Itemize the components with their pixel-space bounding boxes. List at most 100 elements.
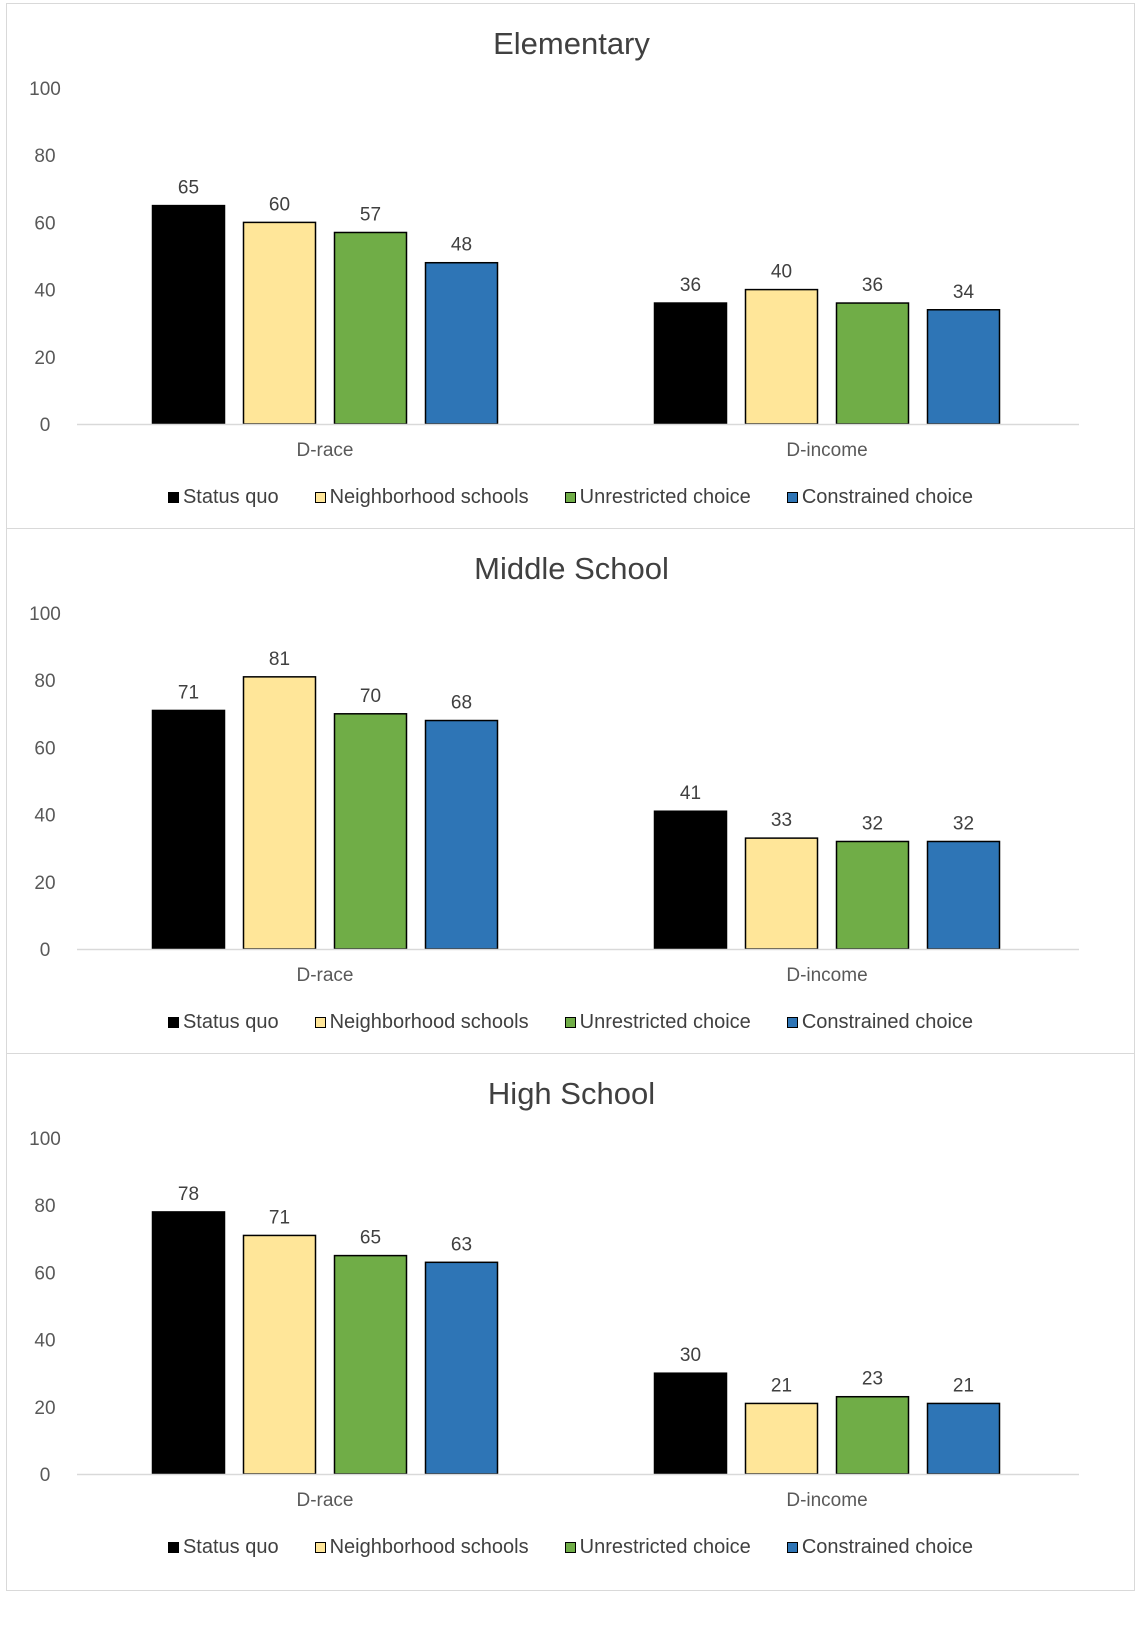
bar-status-quo-d-race: [151, 709, 226, 950]
y-tick-label: 0: [40, 940, 51, 961]
y-tick-label: 20: [34, 348, 55, 369]
bar-unrestricted-choice-d-race: [333, 713, 408, 950]
chart-svg: Elementary 0 20 40 60 80 100 65 60 57 48 D-race 36 40…: [29, 26, 1079, 461]
legend-label: Constrained choice: [801, 485, 974, 508]
bar-constrained-choice-d-income: [926, 309, 1001, 425]
data-label: 21: [771, 1375, 792, 1396]
legend-swatch: [167, 1016, 179, 1028]
y-tick-label: 40: [34, 806, 55, 827]
bar-neighborhood-schools-d-race: [242, 1234, 317, 1475]
y-tick-label: 0: [40, 1465, 51, 1486]
legend-item-constrained-choice: Constrained choice: [786, 1010, 974, 1034]
legend-label: Neighborhood schools: [329, 1535, 529, 1558]
bar-constrained-choice-d-race: [424, 261, 499, 425]
bar-unrestricted-choice-d-race: [333, 1254, 408, 1475]
legend: Status quo Neighborhood schools Unrestrict…: [7, 482, 1134, 512]
bar-status-quo-d-income: [653, 302, 728, 425]
legend-item-constrained-choice: Constrained choice: [786, 485, 974, 509]
data-label: 23: [862, 1369, 883, 1390]
data-label: 68: [451, 693, 472, 714]
bar-neighborhood-schools-d-income: [744, 837, 819, 950]
legend-item-neighborhood-schools: Neighborhood schools: [314, 1535, 529, 1559]
legend-item-unrestricted-choice: Unrestricted choice: [564, 1535, 751, 1559]
x-category-label: D-income: [786, 440, 867, 461]
chart-panel-middle-school: Middle School 0 20 40 60 80 100 71 81 70 68 D-race 4…: [6, 528, 1135, 1066]
y-tick-label: 20: [34, 1398, 55, 1419]
legend: Status quo Neighborhood schools Unrestrict…: [7, 1007, 1134, 1037]
y-tick-label: 40: [34, 1331, 55, 1352]
legend-label: Status quo: [182, 485, 279, 508]
y-tick-label: 80: [34, 1196, 55, 1217]
chart-panel-elementary: Elementary 0 20 40 60 80 100 65 60 57 48 D-race 36 40…: [6, 3, 1135, 541]
legend-label: Constrained choice: [801, 1010, 974, 1033]
bar-status-quo-d-race: [151, 204, 226, 425]
bar-constrained-choice-d-income: [926, 1402, 1001, 1475]
data-label: 70: [360, 686, 381, 707]
chart-svg: High School 0 20 40 60 80 100 78 71 65 63 D-race 30 2…: [29, 1076, 1079, 1511]
legend-item-unrestricted-choice: Unrestricted choice: [564, 1011, 751, 1034]
data-label: 81: [269, 649, 290, 670]
data-label: 32: [862, 813, 883, 834]
chart-title: Elementary: [493, 26, 650, 61]
bar-neighborhood-schools-d-income: [744, 288, 819, 425]
bar-unrestricted-choice-d-income: [835, 840, 910, 950]
legend-swatch: [167, 491, 179, 503]
legend-swatch: [314, 1541, 326, 1553]
legend-label: Constrained choice: [801, 1535, 974, 1558]
bar-neighborhood-schools-d-income: [744, 1402, 819, 1475]
bar-neighborhood-schools-d-race: [242, 676, 317, 950]
legend-label: Status quo: [182, 1010, 279, 1033]
data-label: 57: [360, 204, 381, 225]
legend-swatch: [564, 1016, 576, 1028]
legend-swatch: [564, 1541, 576, 1553]
data-label: 71: [269, 1207, 290, 1228]
y-tick-label: 20: [34, 873, 55, 894]
chart-panel-high-school: High School 0 20 40 60 80 100 78 71 65 63 D-race 30 2…: [6, 1053, 1135, 1591]
legend-item-neighborhood-schools: Neighborhood schools: [314, 1011, 529, 1034]
data-label: 34: [953, 282, 975, 303]
bar-neighborhood-schools-d-race: [242, 221, 317, 425]
y-tick-label: 40: [34, 281, 55, 302]
y-tick-label: 100: [29, 1129, 61, 1150]
bar-constrained-choice-d-race: [424, 719, 499, 950]
data-label: 63: [451, 1234, 472, 1255]
legend: Status quo Neighborhood schools Unrestrict…: [7, 1532, 1134, 1562]
bar-status-quo-d-income: [653, 810, 728, 950]
y-tick-label: 0: [40, 415, 51, 436]
chart-title: Middle School: [474, 551, 669, 586]
data-label: 41: [680, 783, 701, 804]
data-label: 30: [680, 1345, 701, 1366]
data-label: 65: [360, 1228, 381, 1249]
legend-item-status-quo: Status quo: [167, 1010, 279, 1034]
legend-label: Status quo: [182, 1535, 279, 1558]
data-label: 65: [178, 178, 199, 199]
data-label: 36: [680, 275, 701, 296]
legend-label: Neighborhood schools: [329, 485, 529, 508]
legend-item-constrained-choice: Constrained choice: [786, 1535, 974, 1559]
x-category-label: D-race: [296, 440, 353, 461]
bar-status-quo-d-race: [151, 1211, 226, 1475]
legend-label: Unrestricted choice: [579, 485, 751, 508]
y-tick-label: 80: [34, 671, 55, 692]
x-category-label: D-income: [786, 1490, 867, 1511]
legend-swatch: [314, 1016, 326, 1028]
bar-constrained-choice-d-race: [424, 1261, 499, 1475]
x-category-label: D-race: [296, 1490, 353, 1511]
legend-item-status-quo: Status quo: [167, 1535, 279, 1559]
data-label: 33: [771, 810, 792, 831]
data-label: 78: [178, 1184, 199, 1205]
x-category-label: D-race: [296, 965, 353, 986]
y-tick-label: 100: [29, 604, 61, 625]
legend-label: Unrestricted choice: [579, 1535, 751, 1558]
y-tick-label: 60: [34, 738, 55, 759]
legend-swatch: [167, 1541, 179, 1553]
data-label: 40: [771, 262, 792, 283]
bar-constrained-choice-d-income: [926, 840, 1001, 950]
bar-unrestricted-choice-d-income: [835, 302, 910, 425]
bar-unrestricted-choice-d-income: [835, 1395, 910, 1475]
data-label: 32: [953, 813, 974, 834]
legend-swatch: [564, 491, 576, 503]
chart-title: High School: [488, 1076, 655, 1111]
y-tick-label: 100: [29, 79, 61, 100]
data-label: 36: [862, 275, 883, 296]
